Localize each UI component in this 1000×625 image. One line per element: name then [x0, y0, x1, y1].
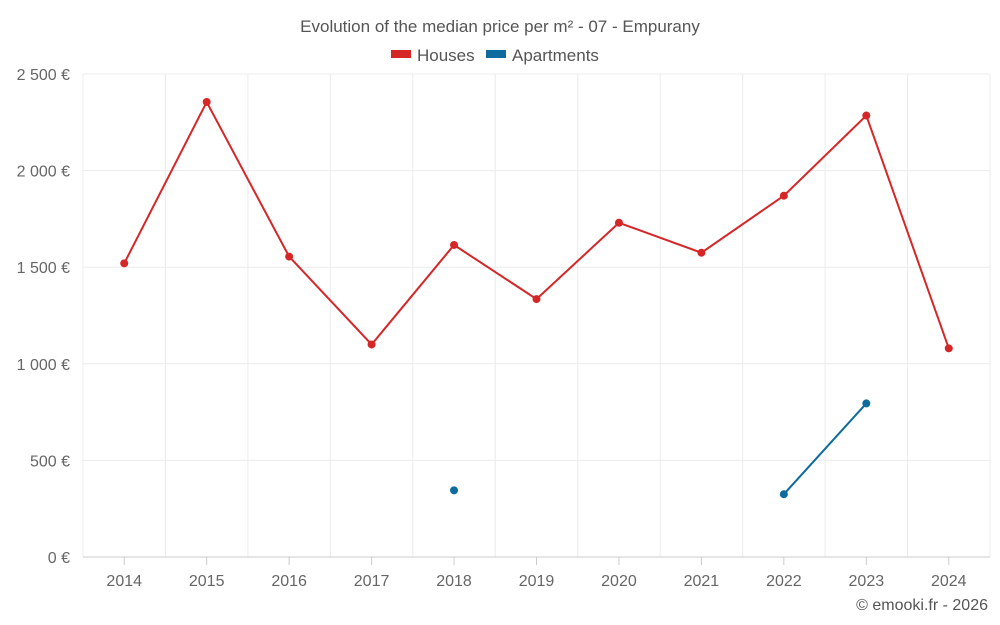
- chart-title: Evolution of the median price per m² - 0…: [300, 17, 700, 36]
- data-point-houses-2022[interactable]: [779, 191, 788, 200]
- legend-swatch-houses[interactable]: [391, 50, 411, 58]
- x-tick-label: 2021: [684, 573, 720, 590]
- credit-text: © emooki.fr - 2026: [856, 597, 988, 614]
- data-point-houses-2016[interactable]: [285, 252, 294, 261]
- legend-swatch-apartments[interactable]: [486, 50, 506, 58]
- y-tick-label: 1 500 €: [17, 260, 70, 277]
- data-point-houses-2021[interactable]: [697, 248, 706, 257]
- x-tick-label: 2016: [271, 573, 307, 590]
- x-tick-label: 2014: [106, 573, 142, 590]
- data-point-houses-2017[interactable]: [367, 340, 376, 349]
- y-tick-label: 2 500 €: [17, 67, 70, 84]
- x-tick-label: 2020: [601, 573, 637, 590]
- data-point-houses-2024[interactable]: [944, 344, 953, 353]
- legend-label-apartments[interactable]: Apartments: [512, 46, 599, 65]
- x-tick-label: 2015: [189, 573, 225, 590]
- data-point-apartments-2022[interactable]: [779, 490, 788, 499]
- data-point-houses-2015[interactable]: [202, 98, 211, 107]
- data-point-houses-2023[interactable]: [862, 111, 871, 120]
- x-tick-label: 2023: [849, 573, 885, 590]
- x-tick-label: 2022: [766, 573, 802, 590]
- data-point-apartments-2023[interactable]: [862, 399, 871, 408]
- legend: Houses Apartments: [391, 46, 599, 65]
- data-point-houses-2019[interactable]: [532, 295, 541, 304]
- y-tick-label: 0 €: [48, 550, 70, 567]
- data-point-houses-2018[interactable]: [450, 240, 459, 249]
- data-point-houses-2014[interactable]: [120, 259, 129, 268]
- y-tick-label: 2 000 €: [17, 164, 70, 181]
- x-tick-label: 2018: [436, 573, 472, 590]
- series-line-apartments: [783, 402, 868, 495]
- y-tick-label: 500 €: [30, 453, 70, 470]
- legend-label-houses[interactable]: Houses: [417, 46, 475, 65]
- x-tick-label: 2024: [931, 573, 967, 590]
- x-tick-label: 2019: [519, 573, 555, 590]
- y-tick-label: 1 000 €: [17, 357, 70, 374]
- data-point-houses-2020[interactable]: [614, 218, 623, 227]
- data-point-apartments-2018[interactable]: [450, 486, 459, 495]
- x-tick-label: 2017: [354, 573, 390, 590]
